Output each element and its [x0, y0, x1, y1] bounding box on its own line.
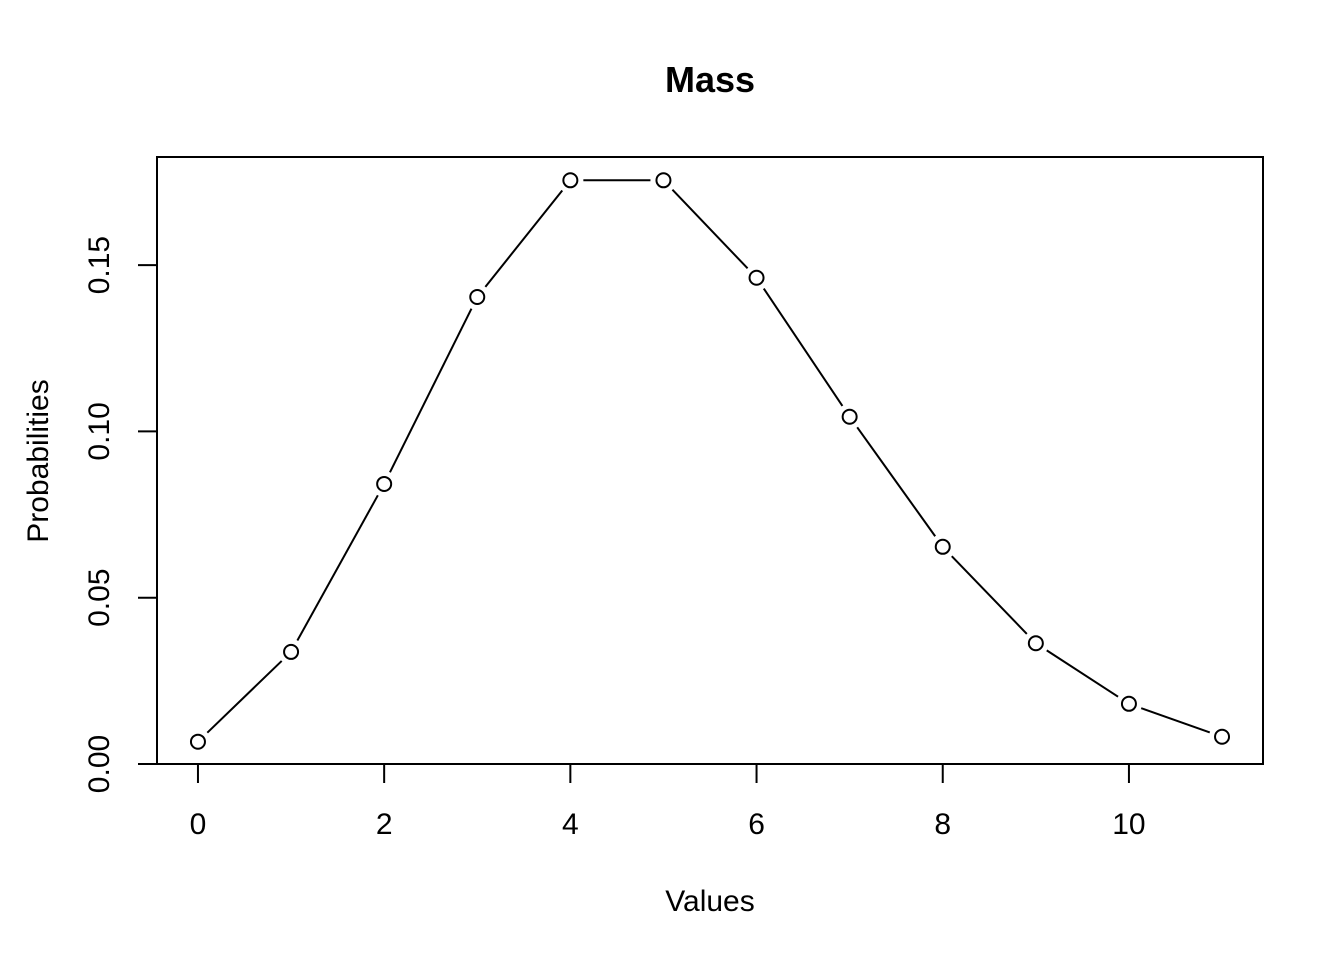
- y-axis: 0.00 0.05 0.10 0.15: [83, 236, 158, 793]
- data-point: [1027, 635, 1044, 652]
- y-tick-label: 0.15: [83, 236, 116, 294]
- series-line-segment: [951, 555, 1028, 635]
- series-line-segment: [296, 494, 379, 642]
- data-point: [748, 269, 765, 286]
- data-point: [469, 289, 486, 306]
- series-line-segment: [1046, 649, 1119, 698]
- x-tick-label: 0: [190, 808, 207, 841]
- series-line-segment: [389, 308, 473, 473]
- x-tick-label: 8: [934, 808, 951, 841]
- series-line-segment: [206, 660, 283, 734]
- data-point: [376, 475, 393, 492]
- data-point: [1214, 728, 1231, 745]
- data-point: [841, 408, 858, 425]
- series-line-segment: [671, 188, 749, 270]
- y-tick-label: 0.00: [83, 735, 116, 793]
- x-tick-label: 6: [748, 808, 765, 841]
- data-point: [283, 643, 300, 660]
- y-tick-label: 0.10: [83, 402, 116, 460]
- series-line-segment: [762, 287, 844, 407]
- data-point: [934, 538, 951, 555]
- x-tick-label: 10: [1112, 808, 1145, 841]
- series-layer: [189, 172, 1231, 750]
- series-line-segment: [1140, 707, 1211, 734]
- data-point: [189, 733, 206, 750]
- x-axis: 0 2 4 6 8 10: [190, 763, 1146, 841]
- data-point: [655, 172, 672, 189]
- chart-title: Mass: [665, 59, 755, 100]
- x-axis-label: Values: [665, 885, 755, 918]
- y-tick-label: 0.05: [83, 569, 116, 627]
- data-point: [562, 172, 579, 189]
- y-axis-label: Probabilities: [22, 379, 55, 542]
- series-line-segment: [856, 426, 936, 537]
- data-point: [1120, 695, 1137, 712]
- series-line-segment: [484, 189, 564, 288]
- x-tick-label: 2: [376, 808, 393, 841]
- x-tick-label: 4: [562, 808, 579, 841]
